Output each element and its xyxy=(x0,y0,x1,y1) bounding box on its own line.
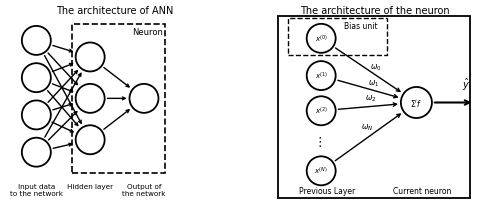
Text: Input data
to the network: Input data to the network xyxy=(10,183,63,196)
Text: $\Sigma^i f$: $\Sigma^i f$ xyxy=(410,97,422,109)
Text: $x^{(1)}$: $x^{(1)}$ xyxy=(314,71,328,82)
Text: $x^{(2)}$: $x^{(2)}$ xyxy=(314,106,328,117)
Text: Output of
the network: Output of the network xyxy=(122,183,166,196)
Circle shape xyxy=(22,101,51,130)
Text: $\omega_0$: $\omega_0$ xyxy=(370,62,382,73)
Circle shape xyxy=(306,25,336,54)
Circle shape xyxy=(76,126,104,154)
Text: $\omega_N$: $\omega_N$ xyxy=(360,122,373,132)
Circle shape xyxy=(401,88,432,118)
Circle shape xyxy=(22,64,51,93)
Circle shape xyxy=(306,97,336,126)
Text: The architecture of the neuron: The architecture of the neuron xyxy=(300,6,450,16)
Text: Bias unit: Bias unit xyxy=(344,22,378,30)
Bar xyxy=(288,19,388,56)
Text: Previous Layer: Previous Layer xyxy=(300,186,356,195)
Circle shape xyxy=(76,43,104,72)
Circle shape xyxy=(76,84,104,113)
Text: Current neuron: Current neuron xyxy=(394,186,452,195)
Circle shape xyxy=(306,157,336,185)
Circle shape xyxy=(22,27,51,56)
Text: $x^{(N)}$: $x^{(N)}$ xyxy=(314,165,328,177)
Text: $x^{(0)}$: $x^{(0)}$ xyxy=(314,34,328,45)
Text: Neuron: Neuron xyxy=(132,28,162,37)
Bar xyxy=(278,16,470,198)
Text: $\omega_2$: $\omega_2$ xyxy=(365,93,376,104)
Text: Hidden layer: Hidden layer xyxy=(67,183,113,189)
Bar xyxy=(72,25,164,173)
Text: $\vdots$: $\vdots$ xyxy=(312,134,322,148)
Circle shape xyxy=(306,62,336,91)
Circle shape xyxy=(22,138,51,167)
Text: $\hat{y}$: $\hat{y}$ xyxy=(462,77,470,93)
Text: The architecture of ANN: The architecture of ANN xyxy=(56,6,174,16)
Circle shape xyxy=(130,84,158,113)
Text: $\omega_1$: $\omega_1$ xyxy=(368,78,380,88)
